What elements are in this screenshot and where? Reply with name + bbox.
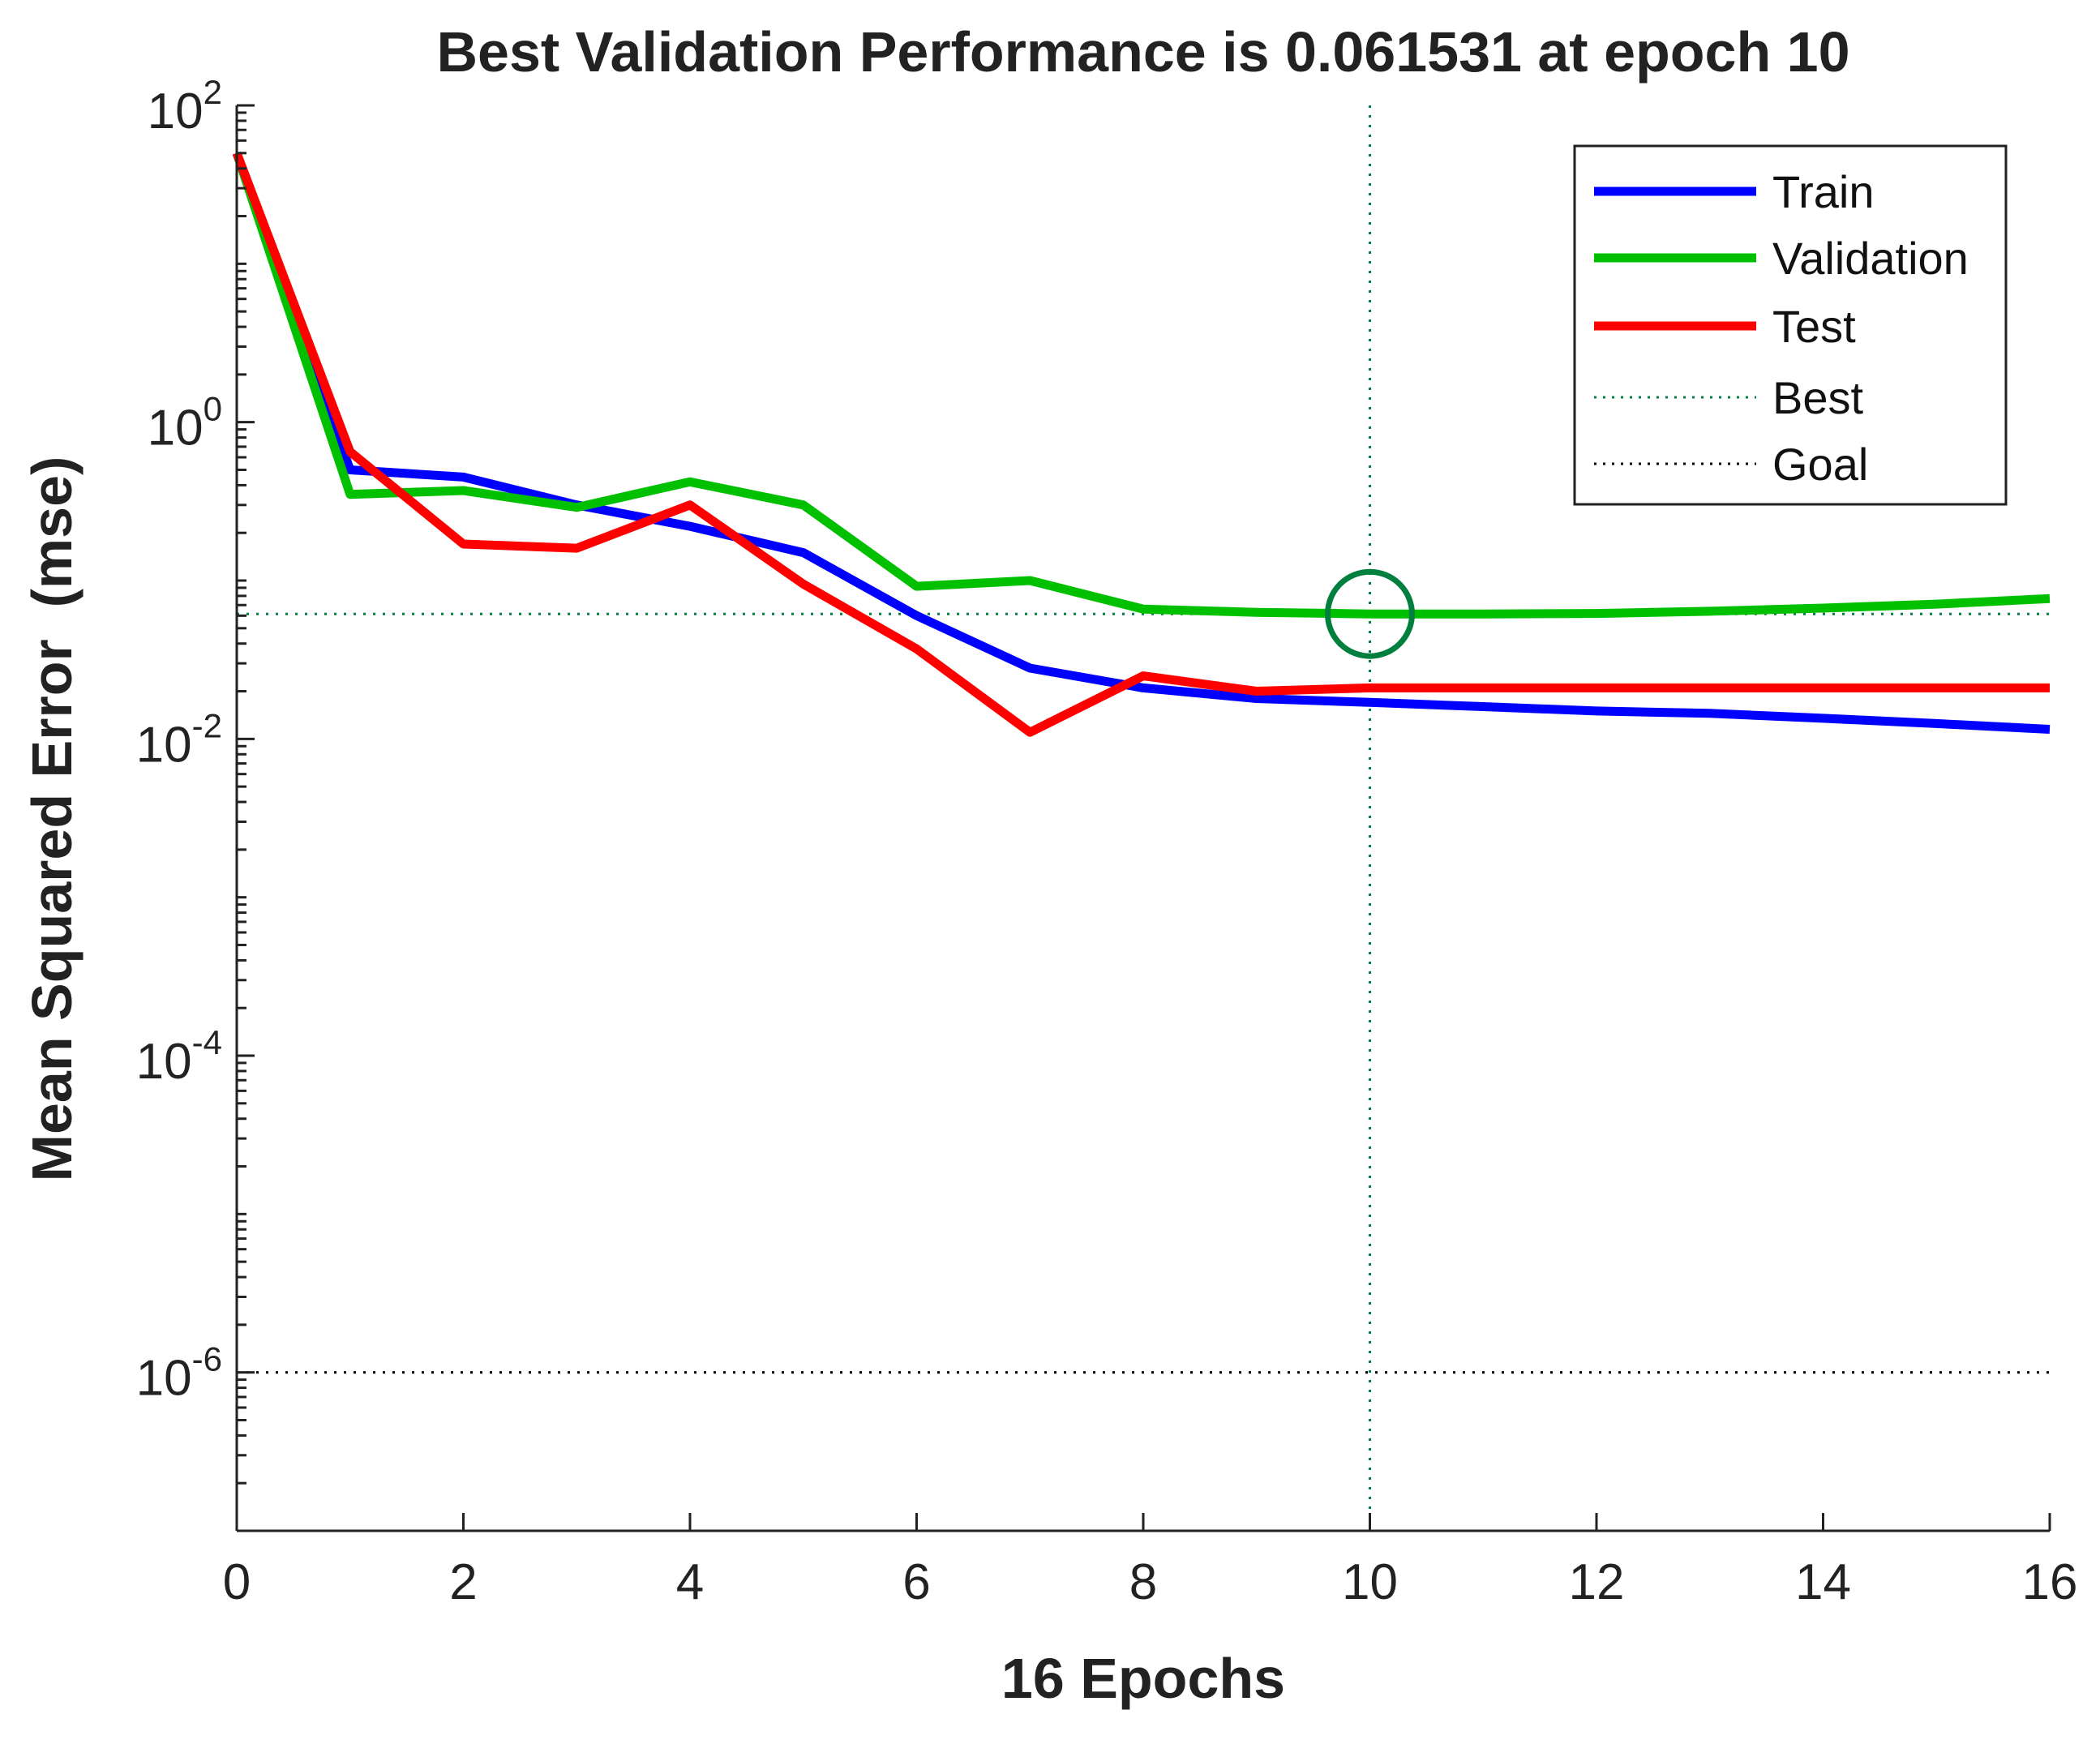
x-tick-label: 8: [1129, 1554, 1157, 1610]
best-marker-group: [1325, 568, 1415, 659]
x-tick-label: 14: [1795, 1554, 1851, 1610]
x-ticks: 0 2 4 6 8 10 12 14 16: [223, 1513, 2078, 1610]
y-tick-label: 10-6: [136, 1340, 222, 1407]
x-tick-label: 10: [1342, 1554, 1398, 1610]
legend-label-goal: Goal: [1772, 439, 1868, 490]
reference-lines: [237, 105, 2050, 1531]
series-lines: [232, 151, 2051, 737]
legend: Train Validation Test Best Goal: [1573, 144, 2008, 506]
y-axis-label: Mean Squared Error (mse): [20, 456, 84, 1182]
legend-label-train: Train: [1772, 166, 1875, 217]
series-line-test: [232, 151, 2050, 737]
x-axis-label: 16 Epochs: [1001, 1647, 1285, 1710]
y-tick-label: 100: [148, 390, 222, 456]
legend-label-validation: Validation: [1772, 233, 1969, 284]
best-marker: [1325, 568, 1415, 659]
y-tick-label: 10-2: [136, 706, 222, 773]
y-tick-label: 10-4: [136, 1023, 222, 1090]
chart-title: Best Validation Performance is 0.061531 …: [436, 20, 1849, 84]
y-ticks: 10-6 10-4 10-2 100 102: [136, 73, 255, 1532]
x-tick-label: 16: [2022, 1554, 2078, 1610]
legend-label-test: Test: [1772, 301, 1856, 352]
series-line-validation: [232, 152, 2051, 619]
x-tick-label: 4: [676, 1554, 704, 1610]
legend-label-best: Best: [1772, 372, 1863, 423]
x-tick-label: 0: [223, 1554, 251, 1610]
y-tick-label: 102: [148, 73, 222, 139]
series-line-train: [232, 151, 2051, 734]
x-tick-label: 2: [449, 1554, 477, 1610]
x-tick-label: 6: [902, 1554, 930, 1610]
x-tick-label: 12: [1569, 1554, 1625, 1610]
